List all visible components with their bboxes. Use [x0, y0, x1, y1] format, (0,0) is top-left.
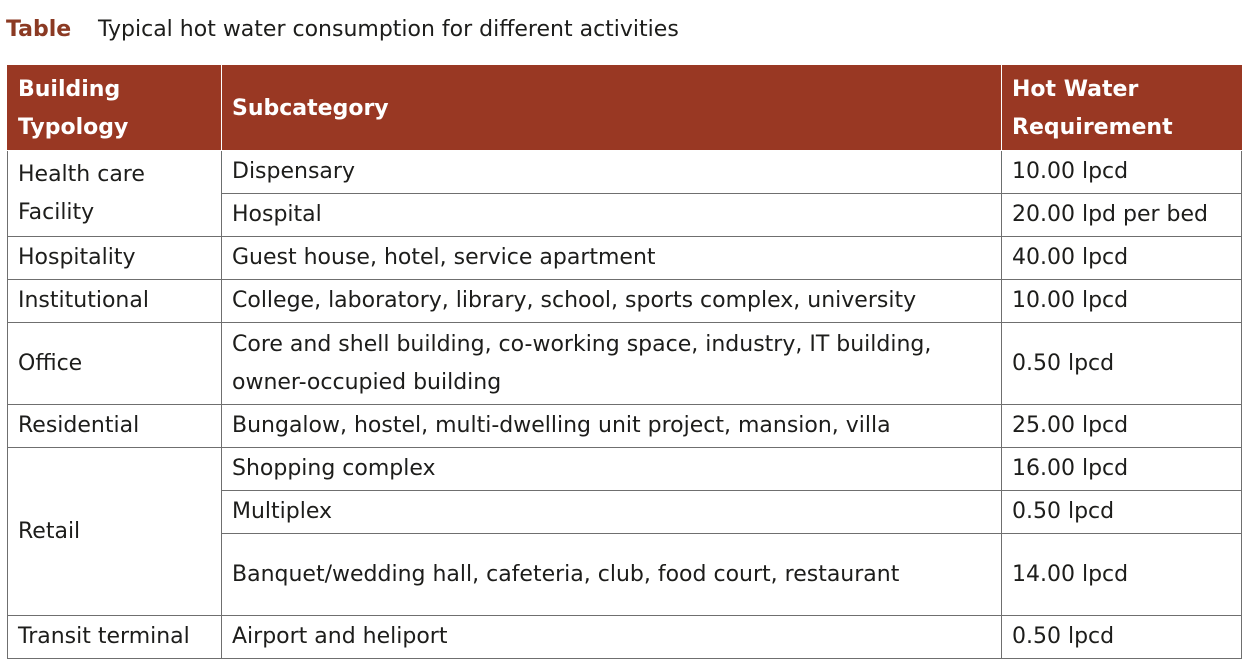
subcategory-cell: Shopping complex — [221, 447, 1002, 491]
typology-cell: Institutional — [7, 279, 222, 323]
typology-cell: Residential — [7, 404, 222, 448]
subcategory-cell: Core and shell building, co-working spac… — [221, 322, 1002, 405]
requirement-cell: 0.50 lpcd — [1001, 490, 1242, 534]
subcategory-cell: Guest house, hotel, service apartment — [221, 236, 1002, 280]
table-row: Retail Shopping complex 16.00 lpcd — [7, 447, 1242, 616]
subcategory-cell: Multiplex — [221, 490, 1002, 534]
table-row: Transit terminal Airport and heliport 0.… — [7, 615, 1242, 659]
typology-cell: Hospitality — [7, 236, 222, 280]
requirement-cell: 40.00 lpcd — [1001, 236, 1242, 280]
requirement-cell: 20.00 lpd per bed — [1001, 193, 1242, 237]
table-row: Institutional College, laboratory, libra… — [7, 279, 1242, 323]
subcategory-cell: Airport and heliport — [221, 615, 1002, 659]
table-row: Hospital 20.00 lpd per bed — [8, 193, 1242, 237]
subcategory-cell: Hospital — [221, 193, 1002, 237]
subcategory-cell: College, laboratory, library, school, sp… — [221, 279, 1002, 323]
table-row: Office Core and shell building, co-worki… — [7, 322, 1242, 405]
requirement-cell: 10.00 lpcd — [1001, 150, 1242, 194]
requirement-cell: 0.50 lpcd — [1001, 322, 1242, 405]
typology-cell: Retail — [7, 447, 222, 616]
table-row: Residential Bungalow, hostel, multi-dwel… — [7, 404, 1242, 448]
requirement-cell: 25.00 lpcd — [1001, 404, 1242, 448]
header-building-typology: Building Typology — [7, 65, 222, 151]
table-caption: Table Typical hot water consumption for d… — [6, 14, 679, 46]
table-row: Banquet/wedding hall, cafeteria, club, f… — [8, 533, 1242, 616]
subcategory-cell: Dispensary — [221, 150, 1002, 194]
subcategory-cell: Banquet/wedding hall, cafeteria, club, f… — [221, 533, 1002, 616]
requirement-cell: 16.00 lpcd — [1001, 447, 1242, 491]
requirement-cell: 10.00 lpcd — [1001, 279, 1242, 323]
typology-cell: Office — [7, 322, 222, 405]
table-header-row: Building Typology Subcategory Hot Water … — [7, 65, 1242, 151]
caption-label: Table — [6, 17, 72, 42]
typology-cell: Transit terminal — [7, 615, 222, 659]
header-hot-water-requirement: Hot Water Requirement — [1001, 65, 1242, 151]
header-subcategory: Subcategory — [221, 65, 1002, 151]
table-row: Hospitality Guest house, hotel, service … — [7, 236, 1242, 280]
subcategory-cell: Bungalow, hostel, multi-dwelling unit pr… — [221, 404, 1002, 448]
requirement-cell: 14.00 lpcd — [1001, 533, 1242, 616]
table-row: Health care Facility Dispensary 10.00 lp… — [7, 150, 1242, 237]
typology-cell: Health care Facility — [7, 150, 222, 237]
requirement-cell: 0.50 lpcd — [1001, 615, 1242, 659]
hot-water-table: Building Typology Subcategory Hot Water … — [7, 65, 1242, 659]
caption-text: Typical hot water consumption for differ… — [98, 17, 679, 42]
